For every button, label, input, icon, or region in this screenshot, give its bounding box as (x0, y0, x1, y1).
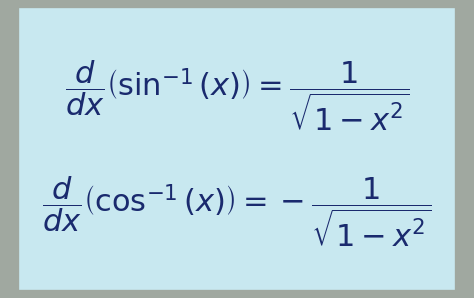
Text: $\dfrac{d}{dx}\left(\sin^{-1}(x)\right) = \dfrac{1}{\sqrt{1-x^2}}$: $\dfrac{d}{dx}\left(\sin^{-1}(x)\right) … (64, 59, 410, 134)
FancyBboxPatch shape (15, 4, 459, 294)
Text: $\dfrac{d}{dx}\left(\cos^{-1}(x)\right) = -\dfrac{1}{\sqrt{1-x^2}}$: $\dfrac{d}{dx}\left(\cos^{-1}(x)\right) … (42, 175, 432, 250)
